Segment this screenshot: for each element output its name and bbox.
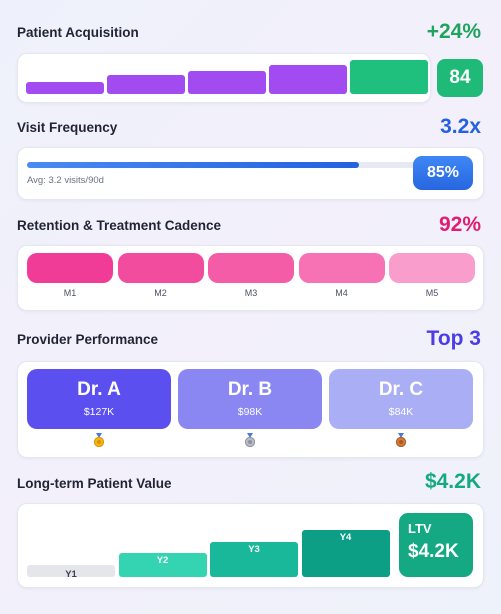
providers-metric: Top 3 bbox=[426, 327, 481, 350]
provider-name: Dr. A bbox=[77, 379, 121, 400]
retention-title: Retention & Treatment Cadence bbox=[17, 218, 222, 233]
retention-bar-m2 bbox=[117, 253, 204, 283]
bronze-medal-icon bbox=[395, 433, 407, 447]
provider-name: Dr. B bbox=[227, 379, 273, 400]
lifetime-bar-y2: Y2 bbox=[118, 553, 207, 577]
lifetime-bar-label: Y1 bbox=[65, 569, 77, 580]
lifetime-bar-y1: Y1 bbox=[27, 565, 115, 580]
retention-label-m1: M1 bbox=[63, 288, 77, 298]
providers-title: Provider Performance bbox=[17, 332, 159, 347]
acquisition-bar-3 bbox=[188, 71, 266, 94]
lifetime-bar-label: Y3 bbox=[248, 544, 260, 555]
lifetime-title: Long-term Patient Value bbox=[17, 476, 172, 491]
lifetime-card: LTV $4.2K Y1 Y2 Y3 Y4 bbox=[17, 503, 484, 588]
provider-name: Dr. C bbox=[378, 379, 424, 400]
retention-label-m5: M5 bbox=[425, 288, 439, 298]
gold-medal-icon bbox=[93, 433, 105, 447]
acquisition-bar-5 bbox=[350, 60, 428, 94]
acquisition-card bbox=[17, 53, 431, 103]
providers-card: Dr. A $127K Dr. B $98K Dr. C $84K bbox=[17, 361, 484, 458]
provider-card-3[interactable]: Dr. C $84K bbox=[329, 369, 473, 429]
ltv-label: LTV bbox=[408, 521, 432, 536]
frequency-avg-text: Avg: 3.2 visits/90d bbox=[27, 175, 104, 186]
lifetime-bar-label: Y4 bbox=[339, 532, 352, 543]
lifetime-bar-y3: Y3 bbox=[210, 542, 298, 577]
provider-value: $84K bbox=[388, 406, 414, 418]
provider-value: $98K bbox=[237, 406, 263, 418]
acquisition-badge: 84 bbox=[437, 59, 483, 97]
retention-label-m2: M2 bbox=[154, 288, 167, 298]
retention-metric: 92% bbox=[438, 213, 481, 236]
retention-bar-m1 bbox=[27, 253, 113, 283]
provider-card-1[interactable]: Dr. A $127K bbox=[27, 369, 171, 429]
acquisition-title: Patient Acquisition bbox=[17, 25, 139, 40]
frequency-card: Avg: 3.2 visits/90d 85% bbox=[17, 147, 484, 200]
retention-bar-m3 bbox=[208, 253, 294, 283]
lifetime-bar-label: Y2 bbox=[156, 555, 169, 566]
retention-bar-m4 bbox=[298, 253, 385, 283]
provider-value: $127K bbox=[83, 406, 115, 418]
retention-label-m3: M3 bbox=[244, 288, 258, 298]
silver-medal-icon bbox=[244, 433, 256, 447]
acquisition-bar-4 bbox=[269, 65, 347, 94]
retention-bar-m5 bbox=[389, 253, 475, 283]
acquisition-bar-1 bbox=[26, 82, 104, 94]
retention-label-m4: M4 bbox=[335, 288, 348, 298]
provider-card-2[interactable]: Dr. B $98K bbox=[178, 369, 322, 429]
acquisition-bar-2 bbox=[107, 75, 185, 94]
ltv-value: $4.2K bbox=[408, 541, 459, 562]
acquisition-metric: +24% bbox=[426, 20, 481, 43]
frequency-progress-fill bbox=[27, 162, 359, 168]
ltv-badge: LTV $4.2K bbox=[399, 513, 473, 577]
frequency-metric: 3.2x bbox=[440, 115, 481, 138]
retention-card: M1 M2 M3 M4 M5 bbox=[17, 245, 484, 311]
frequency-progress-track bbox=[27, 162, 417, 168]
frequency-badge: 85% bbox=[413, 156, 473, 190]
lifetime-bar-y4: Y4 bbox=[301, 530, 390, 577]
lifetime-metric: $4.2K bbox=[424, 470, 481, 493]
frequency-title: Visit Frequency bbox=[17, 120, 118, 135]
